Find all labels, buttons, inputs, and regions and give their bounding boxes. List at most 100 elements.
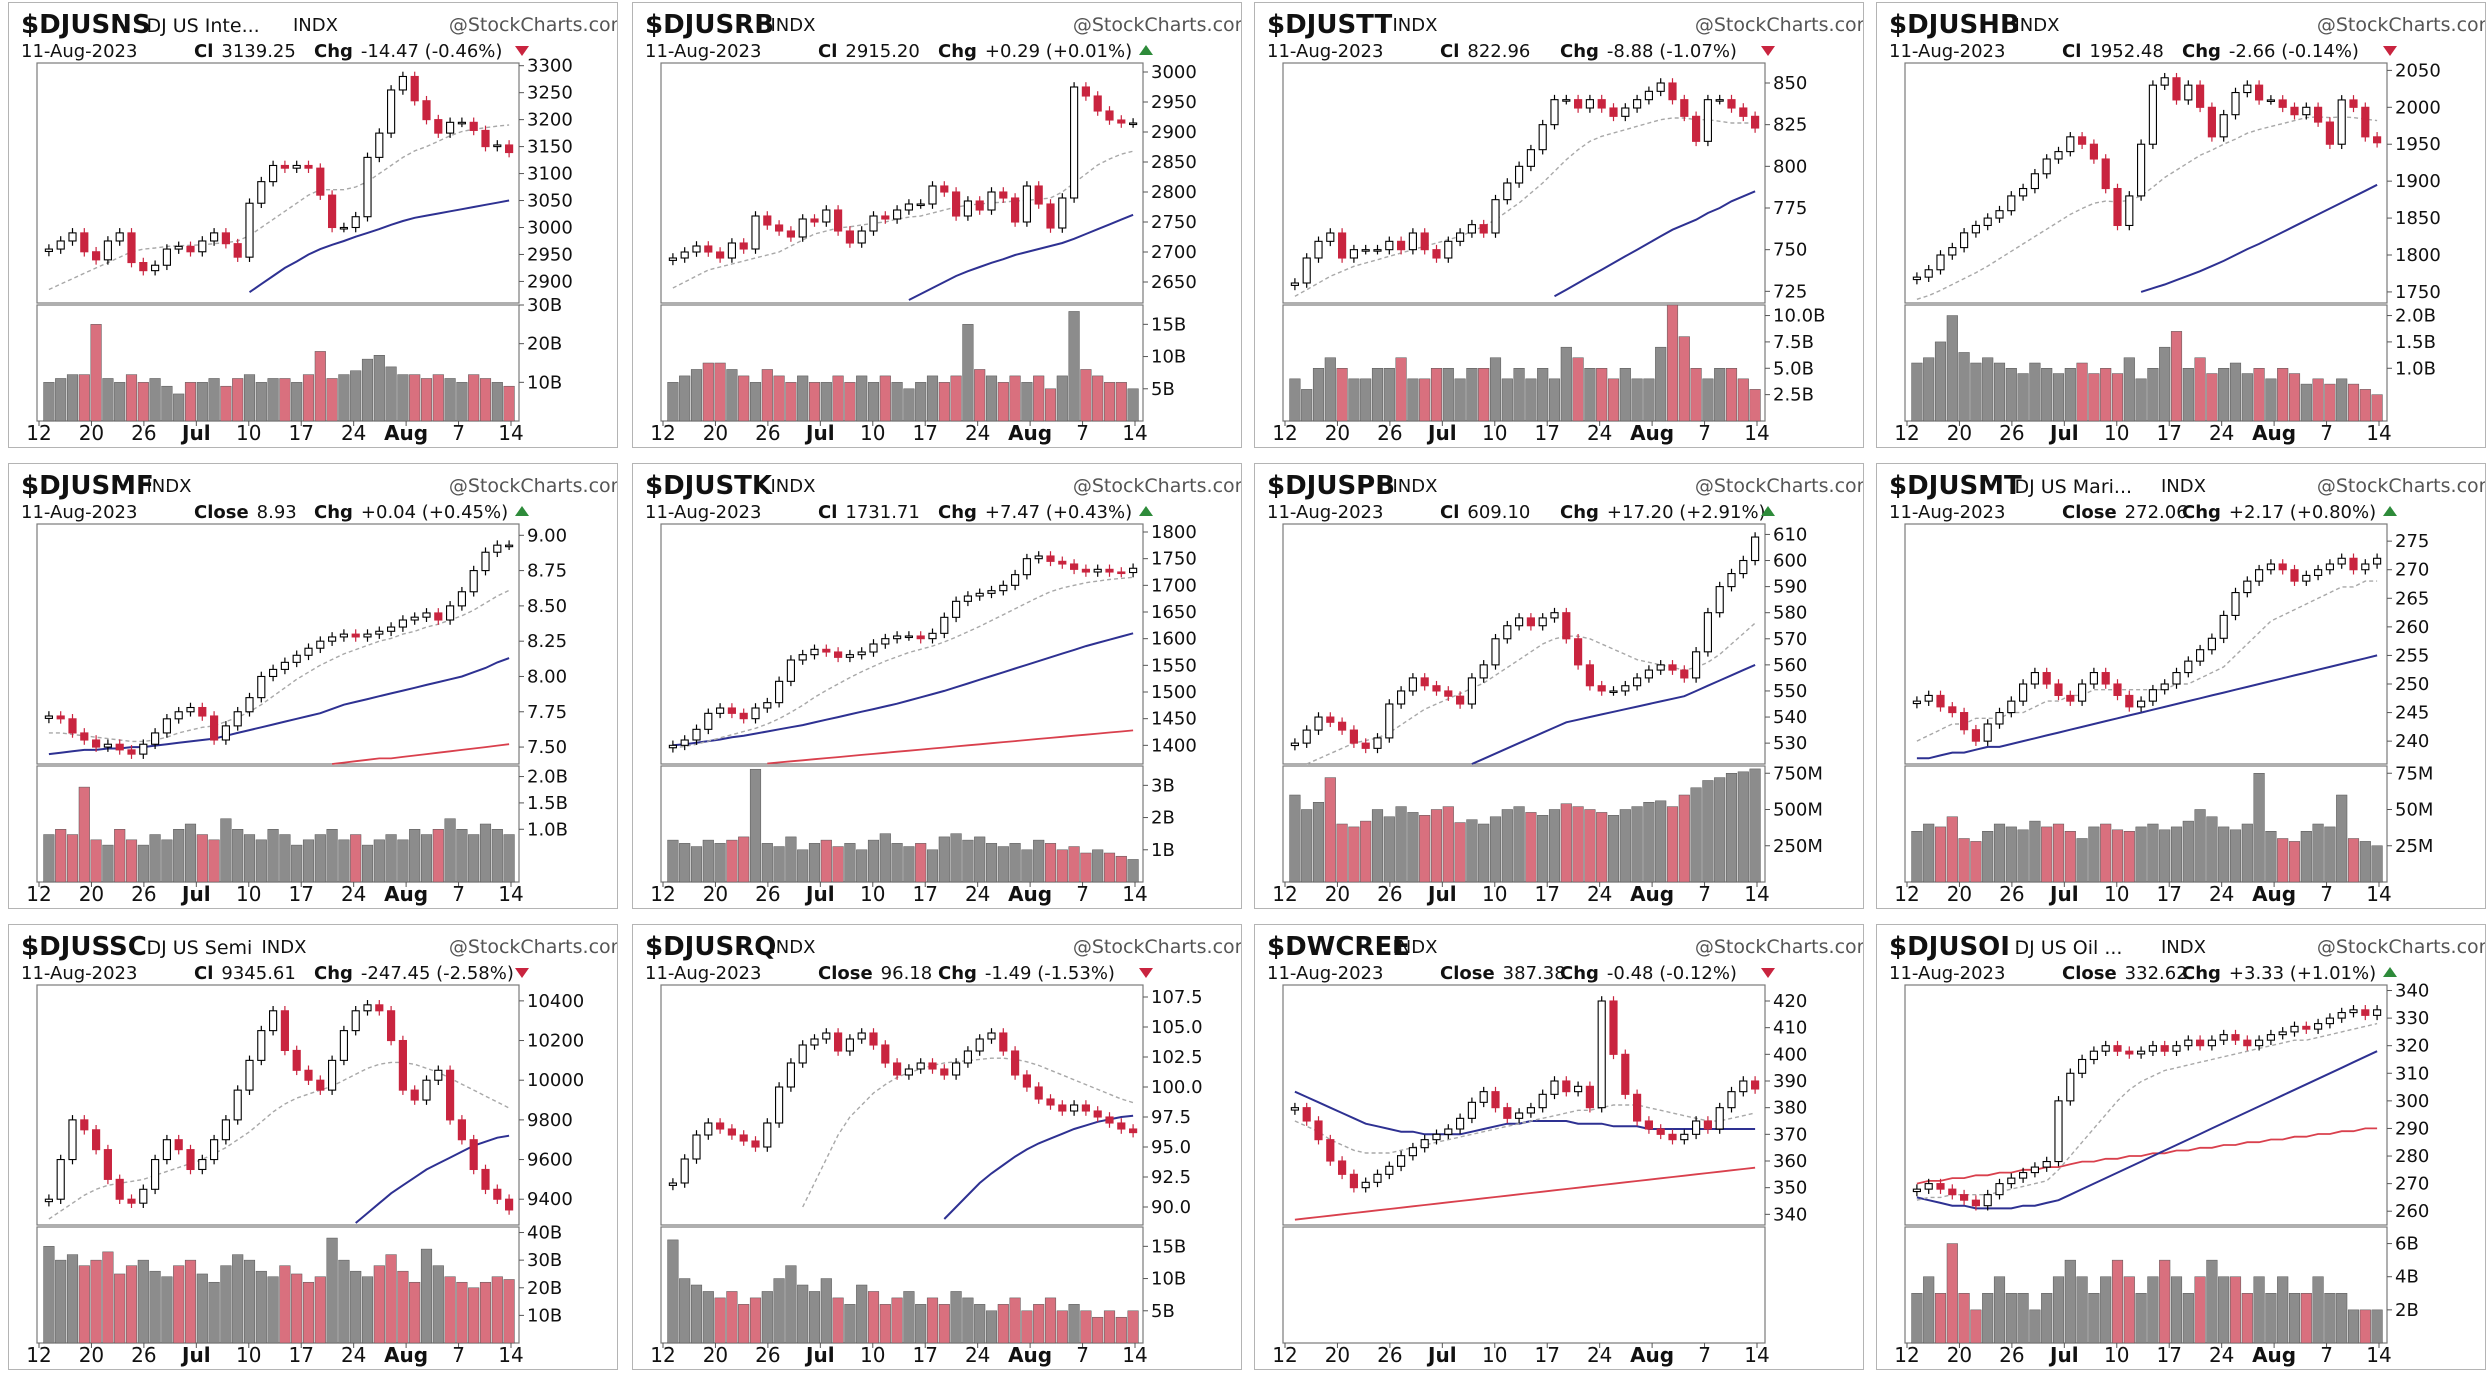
candle-body bbox=[458, 1120, 465, 1140]
volume-tick-label: 30B bbox=[527, 295, 562, 316]
candle-body bbox=[2220, 115, 2227, 137]
date-axis: 12 20 26 Jul 10 17 24 Aug 7 14 bbox=[1272, 421, 1769, 445]
chart-panel-djustk[interactable]: $DJUSTK INDX @StockCharts.com 11-Aug-2023 Cl… bbox=[632, 463, 1242, 909]
volume-bar bbox=[2148, 1277, 2159, 1343]
candle-body bbox=[941, 1069, 948, 1075]
volume-bar bbox=[280, 835, 291, 882]
candle-body bbox=[1610, 1001, 1617, 1054]
volume-bar bbox=[1301, 389, 1312, 421]
volume-bar bbox=[1104, 382, 1115, 421]
date-tick-label: 14 bbox=[498, 1343, 523, 1367]
volume-axis: 2.0B1.5B1.0B bbox=[2387, 306, 2436, 380]
candle-body bbox=[1610, 691, 1617, 693]
date-tick-label: 24 bbox=[2209, 421, 2234, 445]
chart-panel-djustt[interactable]: $DJUSTT INDX @StockCharts.com 11-Aug-2023 Cl… bbox=[1254, 2, 1864, 448]
price-pane-frame bbox=[1905, 63, 2387, 303]
price-tick-label: 380 bbox=[1773, 1098, 1807, 1119]
price-tick-label: 2700 bbox=[1151, 242, 1197, 263]
candle-body bbox=[211, 233, 218, 241]
candle-body bbox=[929, 633, 936, 638]
candle-body bbox=[1716, 1108, 1723, 1129]
volume-bar bbox=[1691, 368, 1702, 421]
candle-body bbox=[882, 216, 889, 219]
candle-body bbox=[988, 591, 995, 594]
candle-body bbox=[1035, 1087, 1042, 1099]
candle-body bbox=[340, 227, 347, 229]
volume-bar bbox=[1455, 379, 1466, 421]
volume-bar bbox=[2325, 827, 2336, 882]
volume-bar bbox=[280, 378, 291, 421]
chart-panel-dwcree[interactable]: $DWCREE INDX @StockCharts.com 11-Aug-2023 Cl… bbox=[1254, 924, 1864, 1370]
candle-body bbox=[340, 1031, 347, 1061]
candle-body bbox=[917, 204, 924, 206]
volume-bar bbox=[2030, 1310, 2041, 1343]
volume-bar bbox=[468, 835, 479, 882]
volume-bar bbox=[2041, 368, 2052, 421]
volume-bar bbox=[1502, 379, 1513, 421]
candle-body bbox=[2185, 85, 2192, 100]
candle-body bbox=[116, 1179, 123, 1199]
price-tick-label: 90.0 bbox=[1151, 1197, 1191, 1218]
candle-body bbox=[1972, 730, 1979, 741]
date-tick-label: 20 bbox=[1325, 421, 1350, 445]
volume-bar bbox=[374, 1266, 385, 1343]
volume-bar bbox=[103, 845, 114, 882]
chart-panel-djusns[interactable]: $DJUSNS DJ US Inte... INDX @StockCharts.com… bbox=[8, 2, 618, 448]
chart-panel-djussc[interactable]: $DJUSSC DJ US Semi INDX @StockCharts.com 11-… bbox=[8, 924, 618, 1370]
quote-date: 11-Aug-2023 bbox=[1267, 963, 1383, 984]
date-tick-label: Aug bbox=[384, 1343, 428, 1367]
candle-body bbox=[1445, 1129, 1452, 1134]
volume-bar bbox=[2053, 1277, 2064, 1343]
candle-body bbox=[1598, 100, 1605, 108]
change-up-arrow-icon bbox=[2383, 506, 2397, 516]
change-up-arrow-icon bbox=[515, 506, 529, 516]
chart-panel-djusmt[interactable]: $DJUSMT DJ US Mari... INDX @StockCharts.com… bbox=[1876, 463, 2486, 909]
price-tick-label: 1500 bbox=[1151, 682, 1197, 703]
price-pane-frame bbox=[37, 63, 519, 303]
date-tick-label: 26 bbox=[131, 421, 156, 445]
chart-panel-djusrb[interactable]: $DJUSRB INDX @StockCharts.com 11-Aug-2023 Cl… bbox=[632, 2, 1242, 448]
volume-bar bbox=[927, 850, 938, 882]
chart-panel-djuspb[interactable]: $DJUSPB INDX @StockCharts.com 11-Aug-2023 Cl… bbox=[1254, 463, 1864, 909]
date-tick-label: Jul bbox=[1426, 1343, 1457, 1367]
close-quote: Close 8.93 bbox=[194, 502, 297, 523]
candle-body bbox=[2114, 189, 2121, 226]
quote-date: 11-Aug-2023 bbox=[1267, 502, 1383, 523]
candle-body bbox=[787, 231, 794, 237]
price-tick-label: 10200 bbox=[527, 1031, 584, 1052]
date-tick-label: 7 bbox=[1076, 882, 1089, 906]
date-tick-label: 7 bbox=[2320, 1343, 2333, 1367]
candle-body bbox=[506, 545, 513, 547]
candle-body bbox=[764, 216, 771, 225]
date-tick-label: 20 bbox=[1947, 421, 1972, 445]
candle-body bbox=[764, 1123, 771, 1147]
volume-bar bbox=[1033, 1304, 1044, 1343]
volume-bar bbox=[679, 376, 690, 421]
volume-bar bbox=[1467, 368, 1478, 421]
chart-panel-djusoi[interactable]: $DJUSOI DJ US Oil ... INDX @StockCharts.com… bbox=[1876, 924, 2486, 1370]
candles bbox=[45, 540, 512, 759]
volume-bar bbox=[1620, 810, 1631, 883]
volume-bar bbox=[1443, 807, 1454, 882]
volume-bar bbox=[2112, 830, 2123, 882]
chart-panel-djushb[interactable]: $DJUSHB INDX @StockCharts.com 11-Aug-2023 Cl… bbox=[1876, 2, 2486, 448]
candle-body bbox=[1634, 678, 1641, 686]
volume-bar bbox=[1585, 368, 1596, 421]
change-quote: Chg -2.66 (-0.14%) bbox=[2182, 41, 2359, 62]
candle-body bbox=[1913, 277, 1920, 279]
volume-bar bbox=[409, 1282, 420, 1343]
candle-body bbox=[1106, 111, 1113, 120]
chart-panel-djusrq[interactable]: $DJUSRQ INDX @StockCharts.com 11-Aug-2023 Cl… bbox=[632, 924, 1242, 1370]
volume-bar bbox=[492, 829, 503, 882]
volume-tick-label: 2B bbox=[1151, 808, 1175, 829]
volume-bar bbox=[939, 382, 950, 421]
volume-bar bbox=[162, 840, 173, 882]
candle-body bbox=[728, 243, 735, 258]
candle-body bbox=[1374, 738, 1381, 748]
candle-body bbox=[2055, 1101, 2062, 1162]
candle-body bbox=[1059, 561, 1066, 564]
ma50-line bbox=[2141, 185, 2377, 292]
volume-bar bbox=[2277, 1277, 2288, 1343]
chart-panel-djusmf[interactable]: $DJUSMF INDX @StockCharts.com 11-Aug-2023 Cl… bbox=[8, 463, 618, 909]
volume-bar bbox=[244, 1260, 255, 1343]
